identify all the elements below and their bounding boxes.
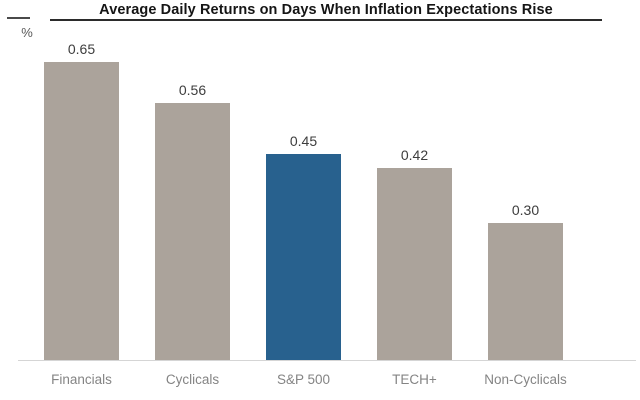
category-label-tech: TECH+ <box>392 372 437 387</box>
bar-s-p-500 <box>266 154 341 360</box>
bar-cyclicals <box>155 103 230 360</box>
y-axis-unit-label: % <box>21 25 33 40</box>
value-label-tech: 0.42 <box>400 147 429 163</box>
category-label-s-p-500: S&P 500 <box>276 372 331 387</box>
category-label-cyclicals: Cyclicals <box>165 372 220 387</box>
category-label-financials: Financials <box>51 372 112 387</box>
value-label-financials: 0.65 <box>67 41 96 57</box>
value-label-cyclicals: 0.56 <box>178 82 207 98</box>
category-label-non-cyclicals: Non-Cyclicals <box>484 372 567 387</box>
title-underline <box>50 19 602 21</box>
header-dash-line <box>7 17 30 19</box>
value-label-s-p-500: 0.45 <box>289 133 318 149</box>
bar-financials <box>44 62 119 360</box>
bar-tech <box>377 168 452 360</box>
x-axis-line <box>18 360 636 361</box>
chart-title: Average Daily Returns on Days When Infla… <box>99 2 553 18</box>
value-label-non-cyclicals: 0.30 <box>511 202 540 218</box>
bar-non-cyclicals <box>488 223 563 360</box>
